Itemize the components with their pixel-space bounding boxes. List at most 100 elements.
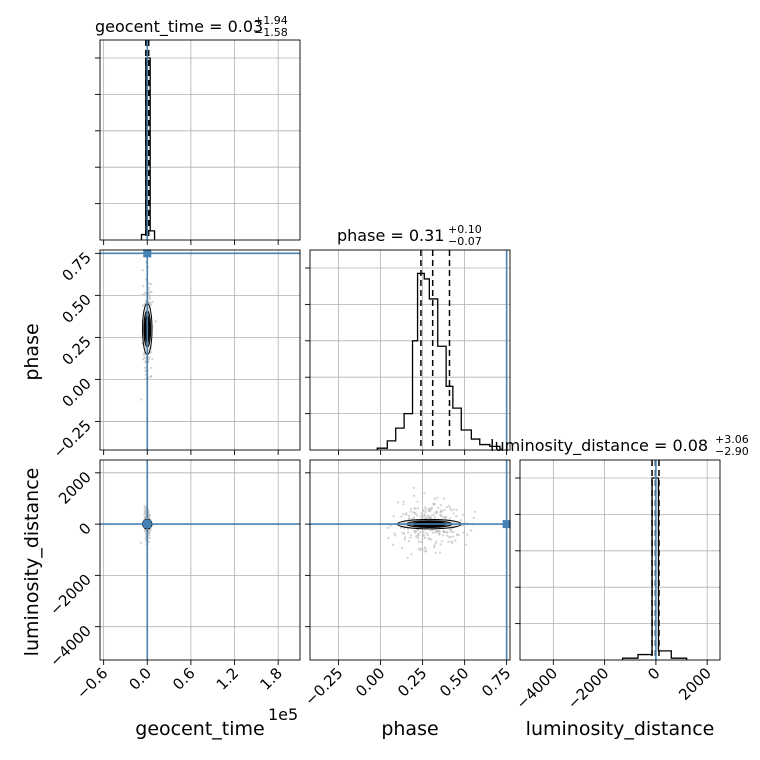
sample-point [148,536,151,540]
panel-frame [309,459,511,661]
title-geocent-time-median: 0.03 [228,17,264,36]
offset-label: 1e5 [268,705,298,724]
sample-point [425,507,428,511]
sample-point [150,375,153,378]
sample-point [415,514,419,517]
sample-point [452,535,455,538]
x-tick-label: −0.6 [73,664,111,702]
sample-point [434,542,437,545]
sample-point [423,492,426,495]
sample-point [144,291,147,294]
sample-point [139,541,143,544]
sample-point [420,540,423,544]
sample-point [431,506,434,510]
sample-point [472,516,475,520]
y-tick-label: 2000 [55,468,95,508]
sample-point [400,515,403,518]
xlabel-geocent-time: geocent_time [135,718,264,740]
sample-point [149,528,152,532]
sample-point [396,501,399,504]
sample-point [462,531,465,534]
sample-point [424,516,427,519]
sample-point [150,290,153,293]
sample-point [426,534,429,537]
sample-point [433,516,437,519]
panel-frame [309,249,511,451]
sample-point [142,285,145,288]
sample-point [416,537,420,540]
x-tick-label: 1.2 [213,664,243,694]
sample-point [144,505,147,508]
sample-point [409,507,413,510]
sample-point [441,540,444,543]
sample-point [428,538,431,541]
sample-point [147,358,151,361]
x-tick-label: 1.8 [256,664,286,694]
title-luminosity-distance-label: luminosity_distance = [490,436,672,456]
title-phase-label: phase = [337,226,409,245]
sample-point [392,543,395,546]
sample-point [433,513,436,516]
sample-point [151,300,154,303]
sample-point [407,539,410,543]
sample-point [455,515,458,518]
sample-point [447,540,450,543]
sample-point [387,536,390,540]
sample-point [418,548,422,552]
sample-point [402,500,405,503]
sample-point [149,283,153,286]
sample-point [401,546,404,550]
y-tick-label: −4000 [46,622,95,671]
title-luminosity-distance-median: 0.08 [672,436,708,455]
sample-point [148,290,151,294]
sample-point [389,525,392,528]
sample-point [392,515,395,518]
panel-frame [99,459,301,661]
xlabel-phase: phase [381,718,438,740]
sample-point [464,543,467,546]
sample-point [433,503,436,506]
sample-point [148,282,151,285]
sample-point [435,540,438,543]
sample-point [148,286,151,289]
sample-point [439,504,443,507]
sample-point [448,536,451,539]
sample-point [452,512,455,515]
y-tick-label: 0 [75,519,94,538]
truth-layer [100,40,657,660]
sample-point [435,531,438,534]
sample-point [429,529,433,532]
sample-point [150,303,153,306]
sample-point [144,537,147,540]
sample-point [470,529,473,532]
histogram-phase [376,272,501,450]
x-tick-label: 0.75 [478,664,514,700]
sample-point [428,516,431,520]
sample-point [421,537,424,541]
sample-point [448,504,451,507]
sample-point [408,514,411,517]
scatter-layer [139,261,477,559]
title-phase: phase = 0.31 [337,226,444,245]
sample-point [393,532,396,535]
sample-point [421,548,424,551]
sample-point [442,534,445,537]
sample-point [423,514,427,517]
sample-point [446,534,449,537]
sample-point [449,528,452,531]
panel-frame [519,459,721,661]
sample-point [421,516,424,519]
sample-point [401,531,404,535]
title-phase-median: 0.31 [409,226,445,245]
title-luminosity-distance-minus: −2.90 [715,445,749,458]
sample-point [439,543,442,546]
sample-point [149,366,153,370]
sample-point [409,534,413,537]
truth-marker [143,249,152,258]
sample-point [144,539,147,542]
sample-point [404,513,408,516]
sample-point [144,377,147,380]
sample-point [143,516,146,520]
sample-point [430,514,434,517]
sample-point [144,373,147,376]
